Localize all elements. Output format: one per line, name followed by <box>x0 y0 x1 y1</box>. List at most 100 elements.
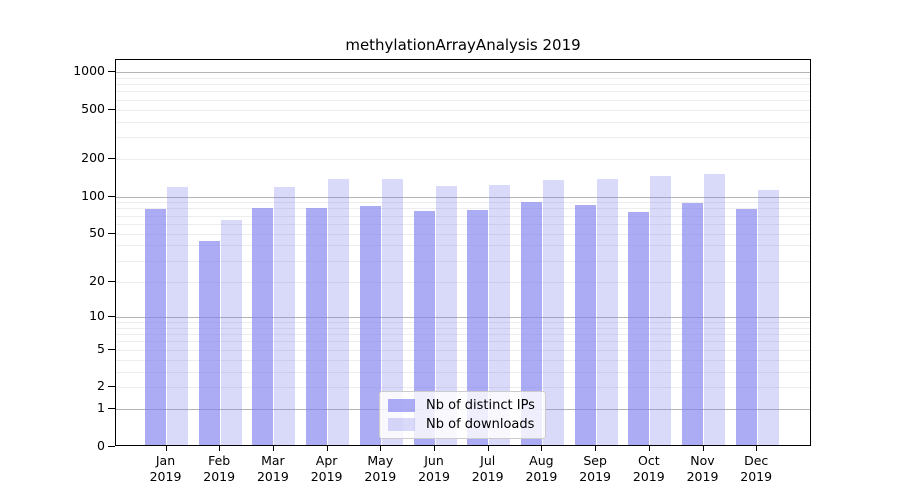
bar-downloads-oct <box>650 176 672 445</box>
x-tick-mark-oct <box>648 446 650 451</box>
y-tick-label-5: 5 <box>97 340 105 356</box>
x-tick-label-nov: Nov 2019 <box>686 453 719 484</box>
bar-distinct-ips-dec <box>735 209 757 445</box>
x-tick-label-mar: Mar 2019 <box>256 453 289 484</box>
x-tick-label-jan: Jan 2019 <box>149 453 182 484</box>
bar-downloads-jun <box>435 186 457 445</box>
x-tick-mark-nov <box>702 446 704 451</box>
x-tick-label-may: May 2019 <box>364 453 397 484</box>
gridlines-layer <box>116 60 810 445</box>
legend-item-downloads: Nb of downloads <box>388 417 535 432</box>
y-tick-mark-5 <box>108 348 115 350</box>
bar-downloads-apr <box>328 179 350 445</box>
gridline-90 <box>116 202 810 204</box>
gridline-50 <box>116 233 810 235</box>
y-tick-mark-20 <box>108 280 115 282</box>
x-tick-mark-jul <box>487 446 489 451</box>
gridline-100 <box>116 196 810 198</box>
bar-downloads-jul <box>489 185 511 445</box>
gridline-500 <box>116 109 810 111</box>
gridline-6 <box>116 341 810 343</box>
x-tick-label-dec: Dec 2019 <box>740 453 773 484</box>
gridline-30 <box>116 260 810 262</box>
y-tick-mark-1 <box>108 408 115 410</box>
gridline-1000 <box>116 71 810 73</box>
gridline-400 <box>116 121 810 123</box>
gridline-5 <box>116 349 810 351</box>
bar-downloads-feb <box>220 220 242 445</box>
x-tick-label-jul: Jul 2019 <box>471 453 504 484</box>
x-tick-mark-mar <box>272 446 274 451</box>
bar-downloads-nov <box>704 174 725 445</box>
y-tick-label-100: 100 <box>81 187 105 203</box>
y-tick-label-20: 20 <box>89 272 105 288</box>
gridline-10 <box>116 316 810 318</box>
gridline-7 <box>116 334 810 336</box>
x-tick-mark-aug <box>541 446 543 451</box>
gridline-40 <box>116 245 810 247</box>
gridline-900 <box>116 77 810 79</box>
legend-label-downloads: Nb of downloads <box>426 417 535 432</box>
bar-distinct-ips-jun <box>413 210 435 445</box>
y-tick-label-2: 2 <box>97 378 105 394</box>
y-tick-label-1000: 1000 <box>73 62 105 78</box>
gridline-200 <box>116 159 810 161</box>
bar-distinct-ips-apr <box>306 207 328 445</box>
gridline-4 <box>116 359 810 361</box>
gridline-8 <box>116 327 810 329</box>
gridline-600 <box>116 99 810 101</box>
y-tick-label-0: 0 <box>97 438 105 453</box>
gridline-3 <box>116 371 810 373</box>
legend: Nb of distinct IPs Nb of downloads <box>379 391 546 439</box>
bar-distinct-ips-may <box>359 205 381 445</box>
bar-downloads-may <box>381 179 403 445</box>
bar-distinct-ips-jan <box>145 209 166 445</box>
bars-layer <box>116 60 810 445</box>
x-tick-label-aug: Aug 2019 <box>525 453 558 484</box>
gridline-80 <box>116 208 810 210</box>
x-tick-mark-jun <box>434 446 435 451</box>
x-tick-mark-may <box>380 446 382 451</box>
bar-downloads-sep <box>596 179 618 445</box>
gridline-800 <box>116 84 810 85</box>
x-tick-label-apr: Apr 2019 <box>310 453 343 484</box>
bar-distinct-ips-mar <box>252 207 274 445</box>
y-tick-label-10: 10 <box>89 307 105 323</box>
x-tick-mark-feb <box>219 446 221 451</box>
bar-distinct-ips-jul <box>467 209 489 445</box>
bar-distinct-ips-sep <box>574 205 596 445</box>
legend-swatch-downloads <box>388 418 415 431</box>
y-tick-mark-100 <box>108 195 115 197</box>
x-tick-label-feb: Feb 2019 <box>203 453 236 484</box>
bar-downloads-dec <box>757 190 779 445</box>
legend-swatch-distinct-ips <box>388 399 415 412</box>
y-tick-label-200: 200 <box>81 150 105 166</box>
x-tick-label-oct: Oct 2019 <box>632 453 665 484</box>
y-tick-mark-200 <box>108 158 115 160</box>
y-tick-label-500: 500 <box>81 100 105 116</box>
y-tick-mark-50 <box>108 232 115 234</box>
x-tick-mark-jan <box>165 446 167 451</box>
gridline-2 <box>116 387 810 389</box>
x-tick-mark-apr <box>326 446 328 451</box>
y-tick-mark-500 <box>108 108 115 110</box>
x-tick-label-sep: Sep 2019 <box>579 453 611 484</box>
y-tick-mark-1000 <box>108 70 115 72</box>
y-tick-mark-2 <box>108 386 115 388</box>
gridline-700 <box>116 91 810 93</box>
bar-distinct-ips-feb <box>198 240 220 445</box>
x-tick-mark-sep <box>595 446 597 451</box>
chart-title: methylationArrayAnalysis 2019 <box>345 36 581 54</box>
y-tick-label-50: 50 <box>89 224 105 240</box>
gridline-9 <box>116 322 810 323</box>
y-tick-mark-10 <box>108 315 115 317</box>
x-tick-mark-dec <box>756 446 758 451</box>
x-tick-label-jun: Jun 2019 <box>418 453 450 484</box>
bar-downloads-aug <box>542 179 564 445</box>
bar-distinct-ips-nov <box>682 202 703 445</box>
y-tick-mark-0 <box>108 446 115 447</box>
bar-distinct-ips-aug <box>520 201 542 445</box>
gridline-300 <box>116 137 810 139</box>
legend-label-distinct-ips: Nb of distinct IPs <box>426 398 535 413</box>
